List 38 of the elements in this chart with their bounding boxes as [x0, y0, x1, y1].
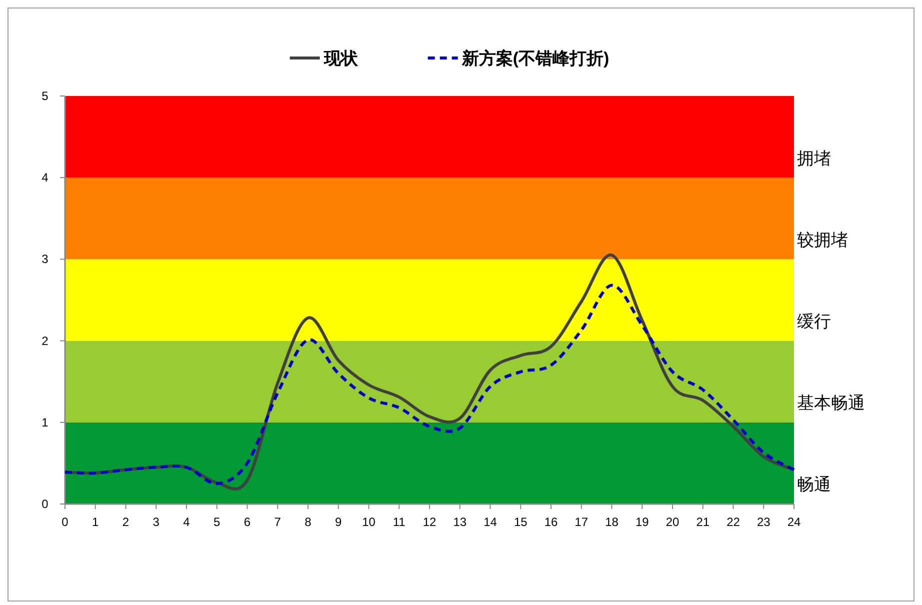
x-tick-label: 1	[92, 515, 100, 529]
x-tick-label: 21	[696, 515, 710, 529]
x-tick-label: 20	[666, 515, 680, 529]
x-tick-label: 24	[787, 515, 801, 529]
y-tick-label: 2	[42, 334, 49, 348]
x-tick-label: 12	[422, 515, 436, 529]
y-tick-label: 1	[42, 415, 49, 430]
x-tick-label: 13	[453, 515, 467, 529]
y-tick-label: 0	[42, 497, 49, 511]
band-label: 基本畅通	[797, 394, 865, 413]
x-tick-label: 15	[514, 515, 528, 529]
x-tick-label: 7	[274, 515, 282, 529]
band-label: 拥堵	[797, 148, 831, 168]
legend-label: 新方案(不错峰打折)	[460, 48, 610, 68]
x-tick-label: 18	[605, 515, 619, 529]
x-tick-label: 23	[756, 515, 771, 529]
x-tick-label: 22	[726, 515, 740, 529]
x-tick-label: 14	[484, 515, 498, 529]
x-tick-label: 11	[392, 515, 406, 529]
y-tick-label: 3	[42, 252, 49, 266]
y-tick-label: 4	[42, 170, 49, 185]
x-tick-label: 9	[335, 515, 342, 529]
band-label: 畅通	[797, 475, 831, 494]
band-label: 较拥堵	[797, 230, 848, 250]
x-tick-label: 6	[244, 515, 251, 529]
x-tick-label: 17	[574, 515, 588, 529]
legend-label: 现状	[322, 49, 359, 68]
x-tick-label: 3	[152, 515, 160, 529]
x-tick-label: 8	[304, 515, 312, 529]
y-tick-label: 5	[42, 89, 49, 103]
x-tick-label: 4	[183, 515, 190, 529]
x-tick-label: 5	[214, 515, 221, 529]
x-tick-label: 0	[62, 515, 69, 529]
band-label: 缓行	[797, 312, 831, 331]
x-tick-label: 16	[544, 515, 558, 529]
x-tick-label: 19	[635, 515, 650, 529]
x-tick-label: 10	[362, 515, 376, 529]
x-tick-label: 2	[122, 515, 130, 529]
